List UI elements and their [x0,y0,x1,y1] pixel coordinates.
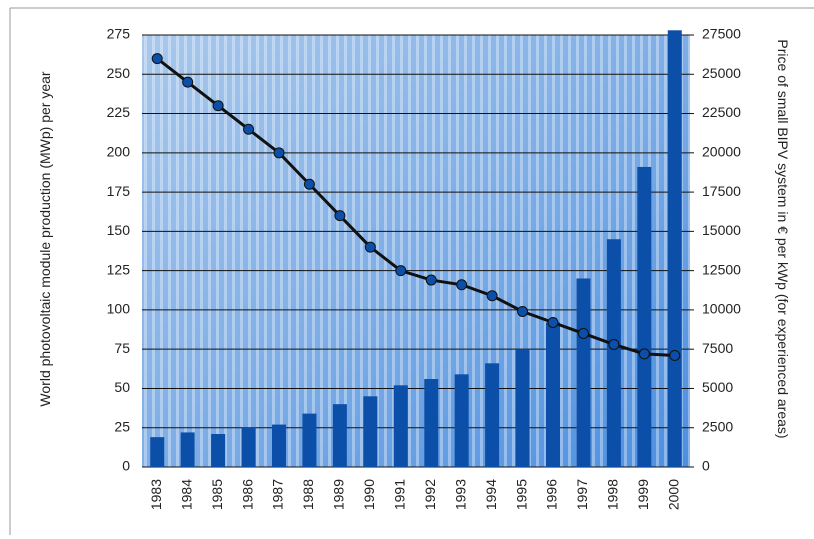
y2-tick-label: 27500 [702,26,741,42]
bar [546,322,560,467]
price-marker [577,327,589,339]
bar [667,30,682,468]
x-tick-label: 1992 [422,479,438,510]
y2-tick-label: 15000 [702,222,741,238]
x-tick-label: 1988 [300,479,316,510]
y-tick-label: 25 [114,418,130,434]
x-tick-label: 1998 [605,479,621,510]
plot-texture [142,35,690,467]
price-marker [669,349,681,361]
y2-tick-label: 2500 [702,418,733,434]
x-tick-label: 1994 [483,479,499,510]
x-tick-label: 1985 [209,479,225,510]
bar [211,434,226,467]
x-tick-label: 1999 [635,479,651,510]
bar [485,363,500,467]
bar [150,437,165,467]
y-tick-label: 100 [107,301,131,317]
bar [272,424,286,467]
y-tick-label: 275 [107,26,131,42]
price-marker [273,147,285,159]
x-tick-label: 1990 [361,479,377,510]
y2-tick-label: 22500 [702,104,741,120]
x-tick-label: 1995 [513,479,529,510]
price-marker [151,53,163,65]
y2-axis-title: Price of small BIPV system in € per kWp … [775,39,791,439]
y-tick-label: 0 [122,458,130,474]
bar [363,396,378,467]
bar [393,385,408,467]
x-tick-label: 1996 [544,479,560,510]
y2-tick-label: 5000 [702,379,733,395]
y-tick-label: 125 [107,261,131,277]
price-marker [212,100,224,112]
x-tick-label: 1993 [452,479,468,510]
y-tick-label: 150 [107,222,131,238]
bar [515,349,530,467]
y2-tick-label: 0 [702,458,710,474]
bar [180,432,195,467]
y-tick-label: 250 [107,65,131,81]
y-axis-title: World photovoltaic module production (MW… [37,71,53,407]
y-tick-label: 175 [107,183,131,199]
bar [606,239,621,467]
y2-tick-label: 25000 [702,65,741,81]
price-marker [395,265,407,277]
x-tick-label: 1983 [148,479,164,510]
x-tick-label: 1989 [331,479,347,510]
y2-tick-label: 17500 [702,183,741,199]
y-tick-label: 225 [107,104,131,120]
price-marker [547,316,559,328]
bar [241,427,256,467]
price-marker [364,241,376,253]
y-tick-label: 200 [107,144,131,160]
bar [637,166,652,467]
price-marker [608,338,620,350]
price-marker [638,348,650,360]
x-tick-label: 1986 [239,479,255,510]
bar [454,374,469,467]
y2-tick-label: 7500 [702,340,733,356]
x-tick-label: 1987 [270,479,286,510]
x-tick-label: 1991 [391,479,407,510]
price-marker [425,274,437,286]
bar [576,278,591,467]
price-marker [334,210,346,222]
price-marker [456,279,468,291]
price-marker [486,290,498,302]
y2-tick-label: 10000 [702,301,741,317]
y-tick-label: 75 [114,340,130,356]
bar [332,404,347,467]
bar [302,413,317,467]
price-marker [517,305,529,317]
price-marker [182,76,194,88]
x-tick-label: 2000 [665,479,681,510]
y-tick-label: 50 [114,379,130,395]
price-marker [303,178,315,190]
y2-tick-label: 20000 [702,144,741,160]
x-tick-label: 1997 [574,479,590,510]
price-marker [243,123,255,135]
y2-tick-label: 12500 [702,261,741,277]
bar [424,379,439,467]
x-tick-label: 1984 [178,479,194,510]
